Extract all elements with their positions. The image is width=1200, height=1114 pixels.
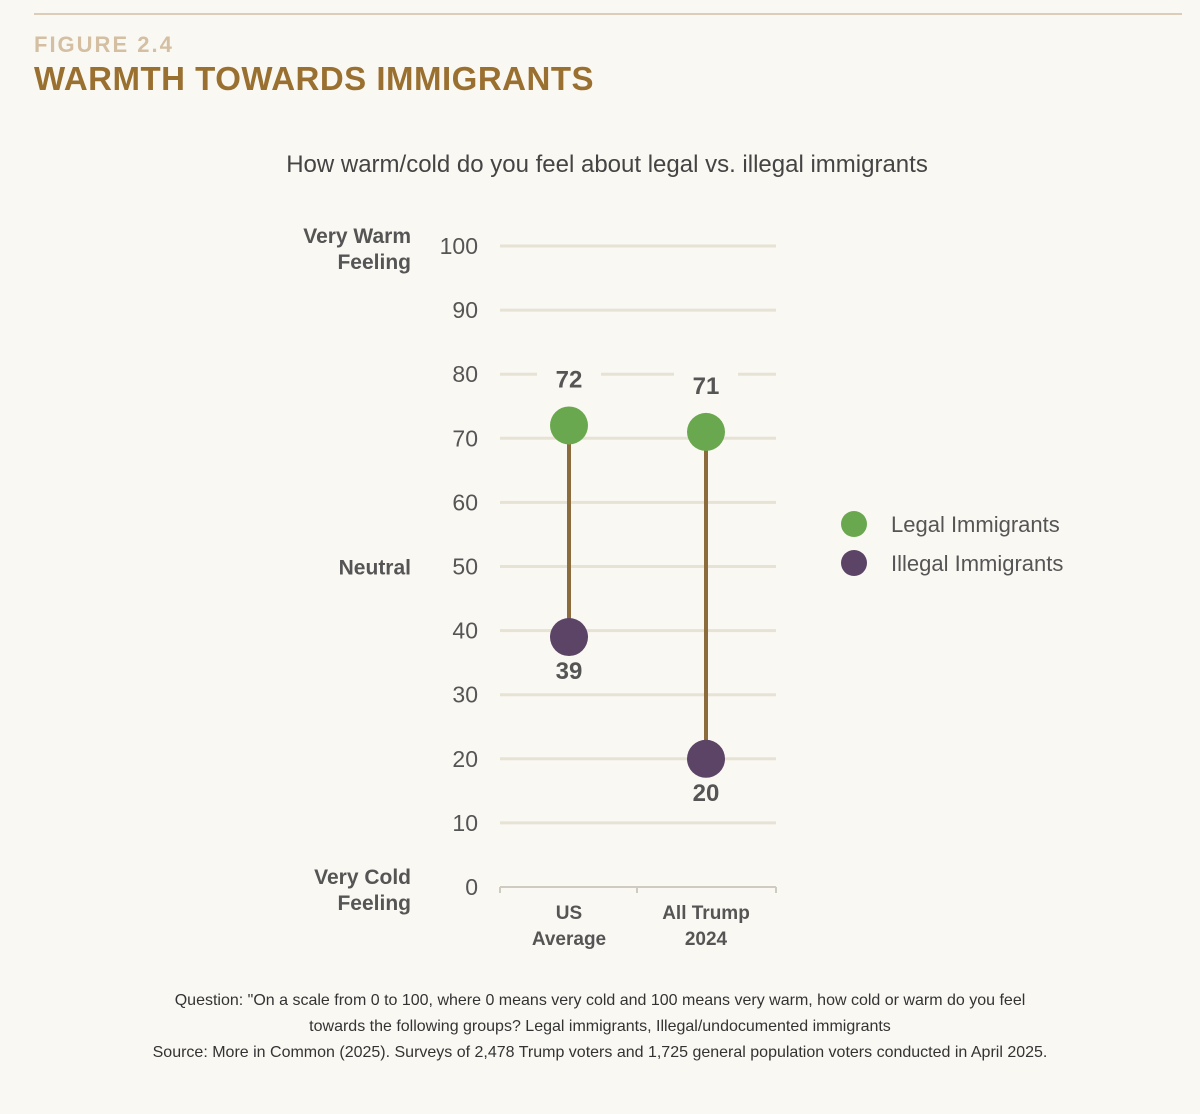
value-label-illegal-0: 39 (556, 658, 583, 685)
value-label-bg-legal-1 (674, 371, 738, 402)
y-tick-label-50: 50 (452, 554, 478, 580)
footnote-question-line-2: towards the following groups? Legal immi… (309, 1018, 891, 1035)
footnote-source: Source: More in Common (2025). Surveys o… (152, 1044, 1048, 1061)
value-label-legal-1: 71 (693, 373, 720, 400)
value-label-illegal-1: 20 (693, 780, 720, 807)
legend-marker-0 (841, 511, 867, 537)
legend-label-1: Illegal Immigrants (891, 551, 1063, 576)
category-label-1: All Trump 2024 (662, 903, 750, 950)
y-annotation-neutral: Neutral (339, 557, 411, 580)
y-tick-label-40: 40 (452, 618, 478, 644)
value-label-legal-0: 72 (556, 366, 583, 393)
y-tick-label-100: 100 (440, 233, 478, 259)
y-tick-label-20: 20 (452, 746, 478, 772)
y-annotation-very-warm: Very Warm Feeling (303, 225, 411, 274)
category-label-0: US Average (532, 903, 606, 950)
figure-label: FIGURE 2.4 (34, 32, 174, 57)
dot-legal-0 (550, 406, 588, 445)
value-label-bg-legal-0 (537, 365, 601, 396)
figure-title: WARMTH TOWARDS IMMIGRANTS (34, 60, 595, 97)
dot-legal-1 (687, 412, 725, 451)
y-tick-label-0: 0 (465, 874, 478, 900)
value-label-bg-illegal-0 (537, 657, 601, 688)
dot-illegal-0 (550, 618, 588, 657)
y-tick-label-80: 80 (452, 361, 478, 387)
y-tick-label-70: 70 (452, 425, 478, 451)
legend-marker-1 (841, 550, 867, 576)
y-tick-label-60: 60 (452, 489, 478, 515)
footnote-question-line-1: Question: "On a scale from 0 to 100, whe… (174, 992, 1026, 1009)
dot-illegal-1 (687, 739, 725, 778)
top-rule (34, 13, 1182, 15)
y-annotation-very-cold: Very Cold Feeling (314, 866, 411, 915)
dot-range-chart: How warm/cold do you feel about legal vs… (286, 151, 1063, 950)
y-tick-label-90: 90 (452, 297, 478, 323)
y-tick-label-30: 30 (452, 682, 478, 708)
value-label-bg-illegal-1 (674, 778, 738, 809)
chart-title: How warm/cold do you feel about legal vs… (286, 151, 928, 178)
legend-label-0: Legal Immigrants (891, 512, 1060, 537)
y-tick-label-10: 10 (452, 810, 478, 836)
